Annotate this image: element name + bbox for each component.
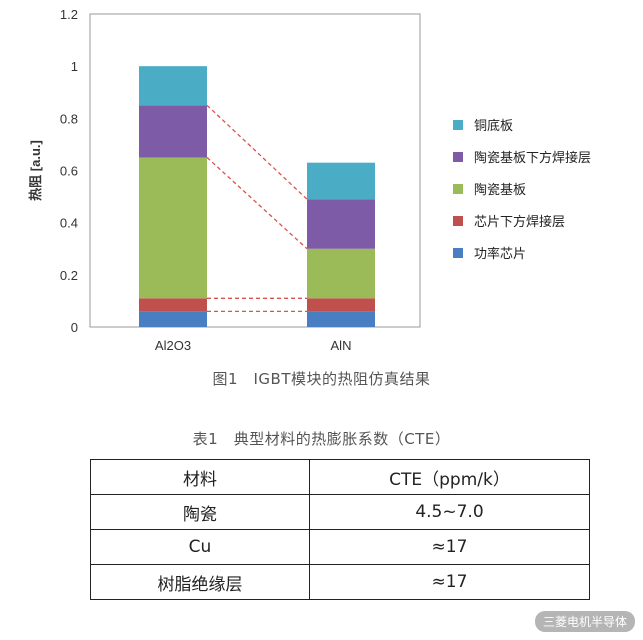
plot-frame — [89, 13, 421, 328]
header-cte: CTE（ppm/k） — [309, 459, 590, 495]
legend-label: 铜底板 — [474, 118, 513, 134]
legend-swatch — [453, 120, 463, 130]
table-row: 陶瓷 4.5~7.0 — [90, 494, 590, 530]
cte-cell: 4.5~7.0 — [309, 494, 590, 530]
x-tick-label: AlN — [331, 338, 352, 353]
legend-swatch — [453, 184, 463, 194]
bar-segment — [307, 162, 375, 200]
legend-swatch — [453, 216, 463, 226]
cte-cell: ≈17 — [309, 529, 590, 565]
table-header-row: 材料 CTE（ppm/k） — [90, 459, 590, 495]
bar-segment — [139, 66, 207, 106]
table-row: Cu ≈17 — [90, 529, 590, 565]
bar-segment — [139, 298, 207, 312]
bar-segment — [307, 311, 375, 327]
material-cell: 陶瓷 — [90, 494, 310, 530]
table-caption: 表1 典型材料的热膨胀系数（CTE） — [192, 430, 451, 448]
legend-swatch — [453, 248, 463, 258]
legend-label: 陶瓷基板下方焊接层 — [474, 150, 591, 166]
material-cell: Cu — [90, 529, 310, 565]
y-tick-label: 0.8 — [60, 111, 78, 126]
y-tick-label: 1 — [71, 59, 78, 74]
legend-label: 功率芯片 — [474, 246, 526, 262]
y-tick-label: 0.2 — [60, 268, 78, 283]
bar-segment — [139, 157, 207, 299]
header-material: 材料 — [90, 459, 310, 495]
table-row: 树脂绝缘层 ≈17 — [90, 564, 590, 600]
chart: 0 0.2 0.4 0.6 0.8 1 1.2 热阻 [a.u.] Al2O3 AlN 铜底板陶瓷基… — [28, 7, 591, 353]
material-cell: 树脂绝缘层 — [90, 564, 310, 600]
x-tick-label: Al2O3 — [155, 338, 191, 353]
bar-segment — [307, 248, 375, 299]
figure-caption: 图1 IGBT模块的热阻仿真结果 — [212, 370, 431, 388]
bar-segment — [139, 311, 207, 327]
connector-line — [206, 104, 308, 200]
watermark: 三菱电机半导体 — [534, 611, 635, 632]
cte-table: 材料 CTE（ppm/k） 陶瓷 4.5~7.0 Cu ≈17 树脂绝缘层 ≈1… — [90, 459, 590, 600]
y-tick-label: 1.2 — [60, 7, 78, 22]
connector-line — [206, 156, 308, 250]
y-tick-label: 0.4 — [60, 216, 78, 231]
bar-segment — [307, 298, 375, 312]
legend-swatch — [453, 152, 463, 162]
y-axis-label: 热阻 [a.u.] — [28, 140, 43, 201]
stacked-bar-chart-svg: 0 0.2 0.4 0.6 0.8 1 1.2 热阻 [a.u.] Al2O3 AlN 铜底板陶瓷基… — [28, 7, 591, 353]
y-tick-label: 0.6 — [60, 164, 78, 179]
bar-segment — [139, 105, 207, 158]
cte-cell: ≈17 — [309, 564, 590, 600]
legend-label: 芯片下方焊接层 — [474, 214, 565, 230]
bar-segment — [307, 199, 375, 249]
y-tick-label: 0 — [71, 320, 78, 335]
legend-label: 陶瓷基板 — [474, 182, 526, 198]
